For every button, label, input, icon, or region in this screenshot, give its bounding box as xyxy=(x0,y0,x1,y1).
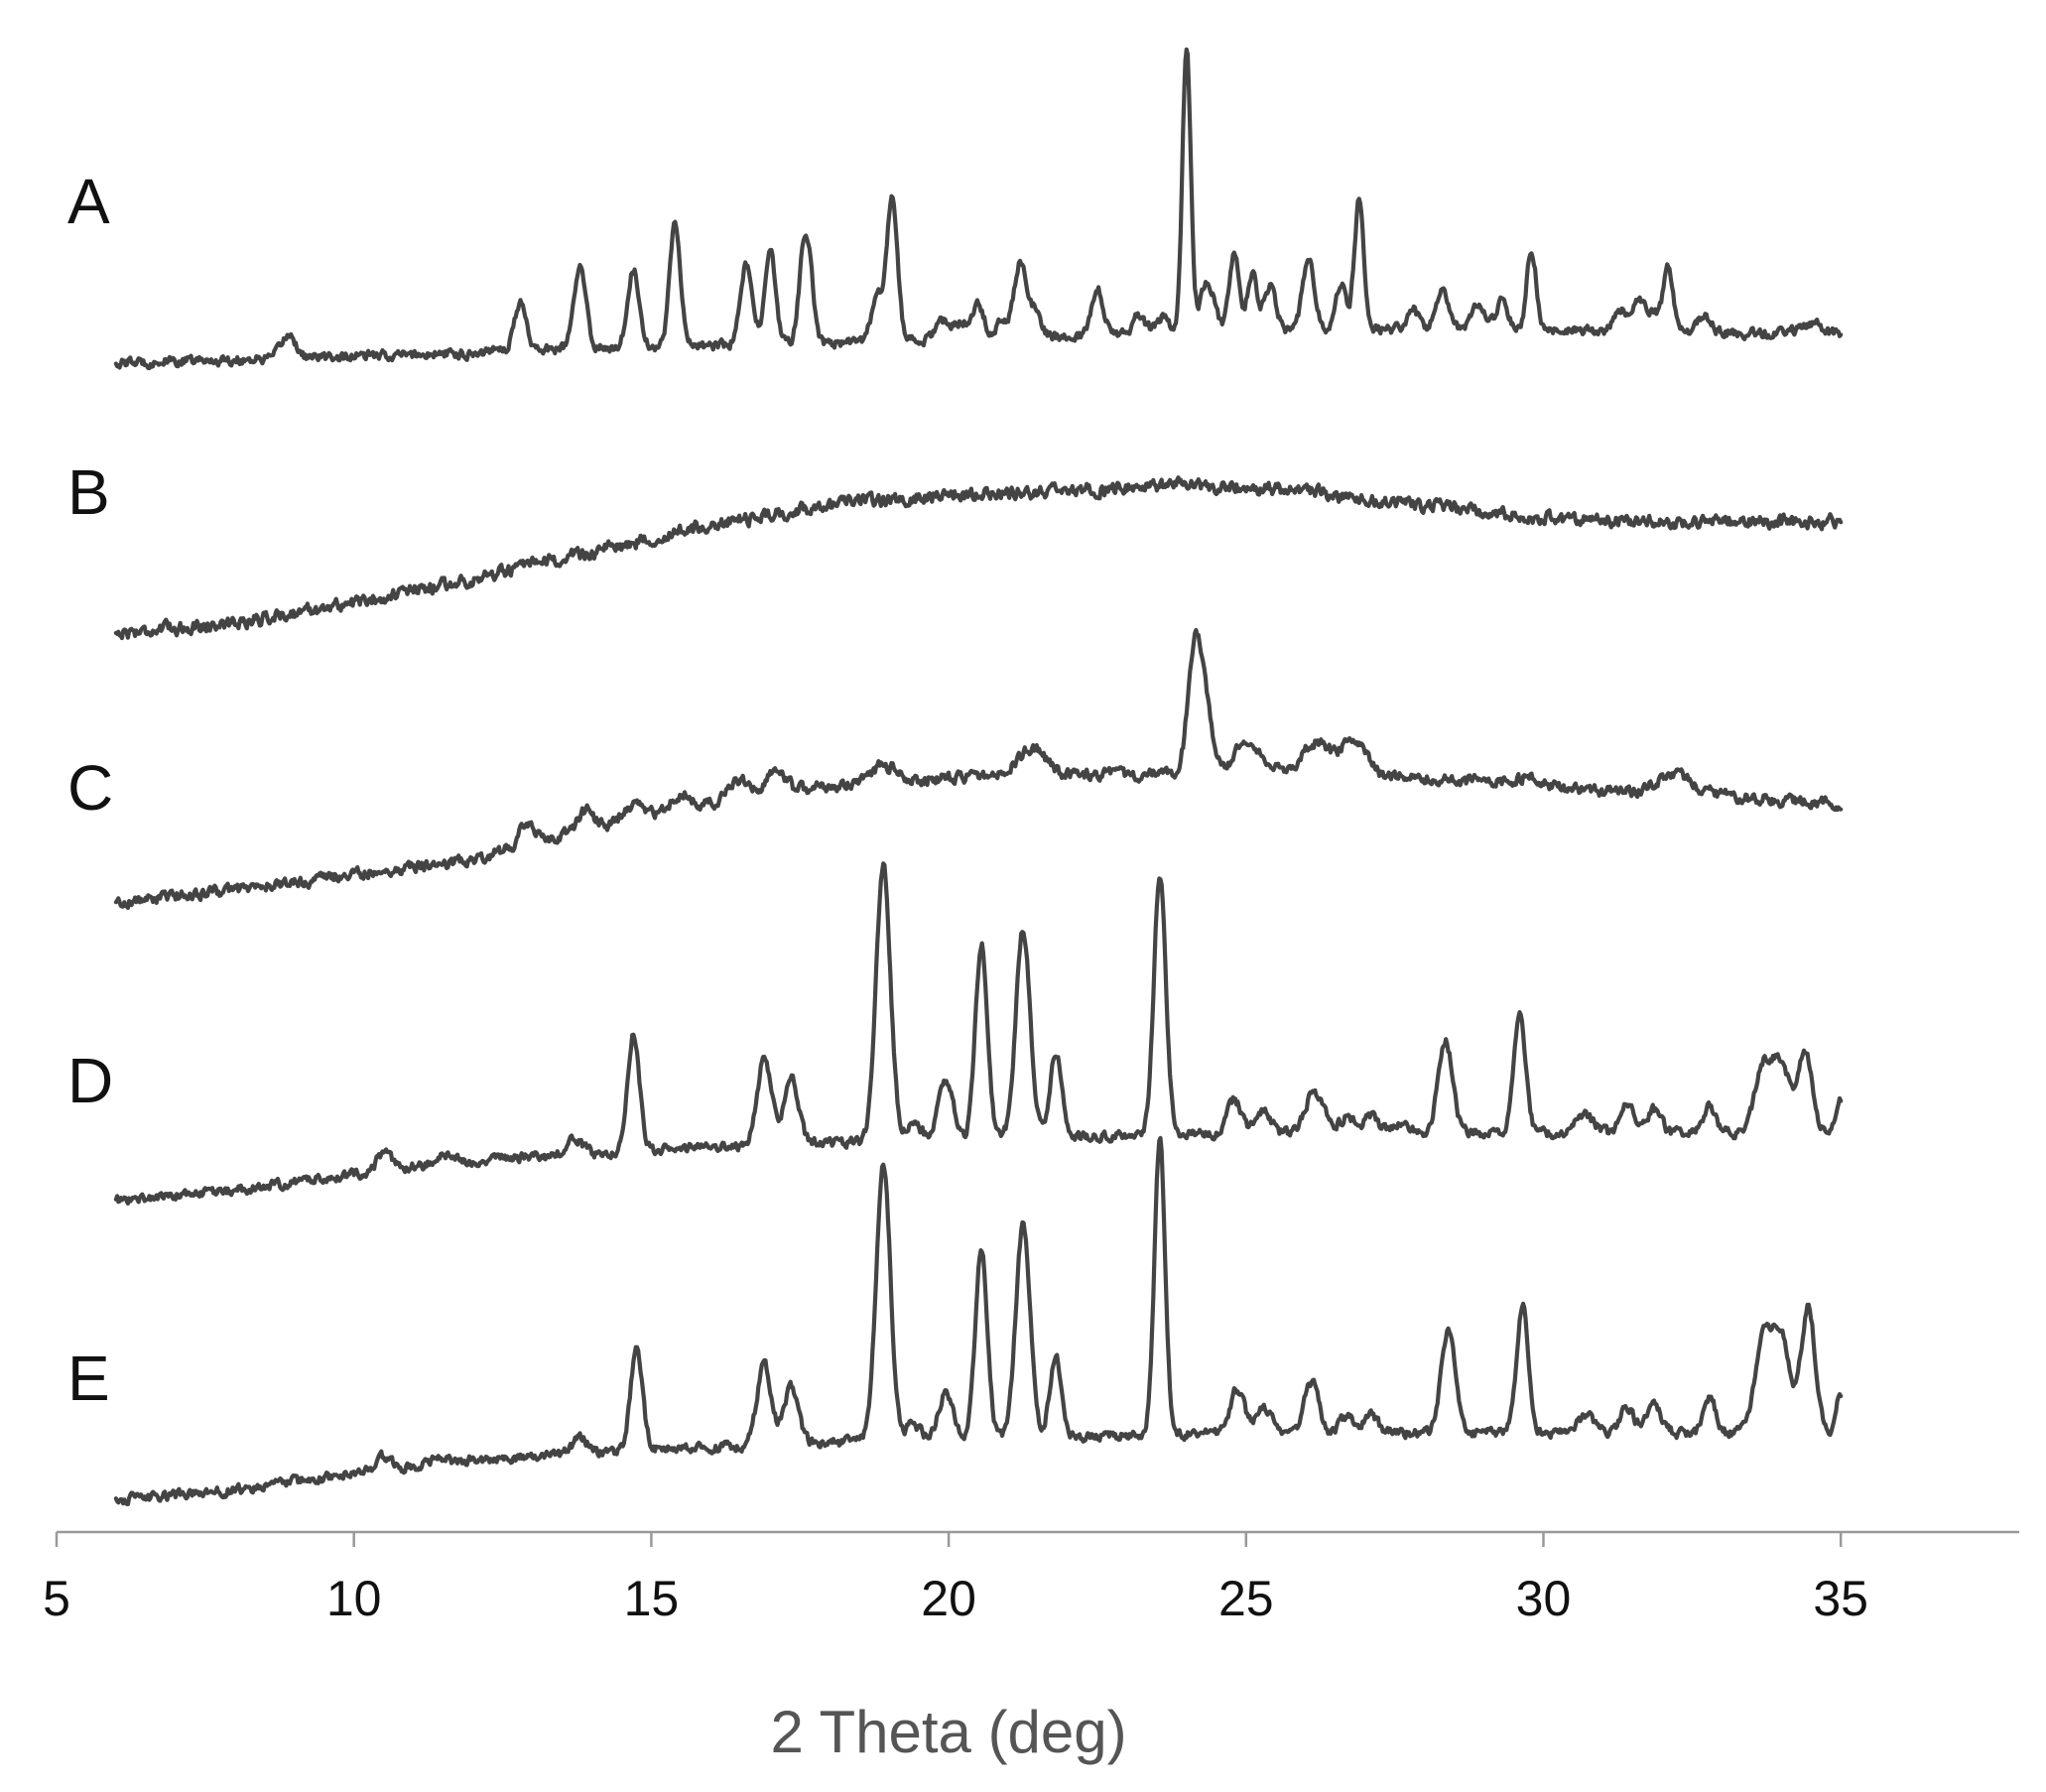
series-label-d: D xyxy=(67,1045,113,1116)
trace-a xyxy=(113,47,1844,371)
x-tick-label-35: 35 xyxy=(1813,1571,1868,1626)
x-axis: 5 10 15 20 25 30 35 xyxy=(43,1530,2019,1626)
series-label-b: B xyxy=(67,456,110,528)
traces-layer xyxy=(113,47,1844,1507)
x-tick-label-20: 20 xyxy=(921,1571,976,1626)
trace-c xyxy=(113,627,1844,911)
x-tick-label-25: 25 xyxy=(1218,1571,1274,1626)
x-tick-label-10: 10 xyxy=(326,1571,382,1626)
series-label-a: A xyxy=(67,166,110,237)
x-tick-label-30: 30 xyxy=(1516,1571,1572,1626)
trace-d xyxy=(113,861,1844,1207)
trace-b xyxy=(113,475,1844,641)
series-label-c: C xyxy=(67,752,113,824)
x-tick-label-15: 15 xyxy=(624,1571,680,1626)
x-tick-label-5: 5 xyxy=(43,1571,70,1626)
series-label-e: E xyxy=(67,1343,110,1414)
series-labels: A B C D E xyxy=(67,166,113,1414)
x-axis-title: 2 Theta (deg) xyxy=(771,1699,1127,1765)
trace-e xyxy=(113,1135,1844,1507)
